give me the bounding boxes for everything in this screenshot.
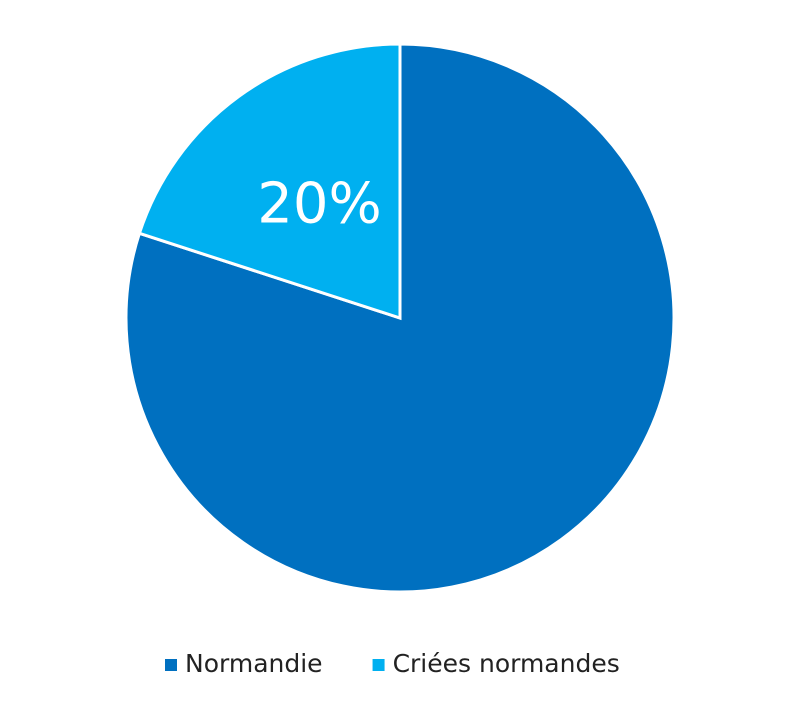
data-label: 20% [257,171,381,236]
legend-label: Criées normandes [393,649,620,678]
legend-label: Normandie [185,649,323,678]
pie-slice [137,42,402,321]
legend-swatch [165,659,177,671]
legend-swatch [372,659,385,671]
